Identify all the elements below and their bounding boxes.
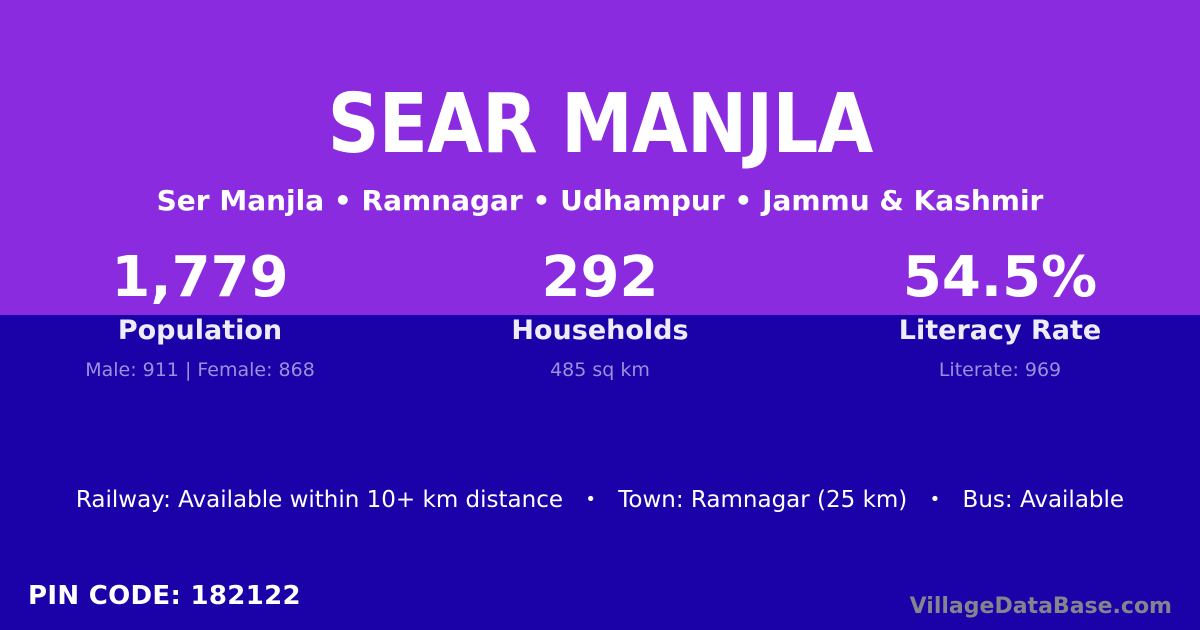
pin-code: PIN CODE: 182122	[28, 581, 301, 611]
hero-purple-band	[0, 0, 1200, 315]
bus-availability: Bus: Available	[962, 487, 1125, 513]
stat-literacy: 54.5% Literacy Rate Literate: 969	[800, 245, 1200, 382]
stats-row: 1,779 Population Male: 911 | Female: 868…	[0, 245, 1200, 382]
population-label: Population	[117, 315, 283, 346]
bullet-separator: •	[929, 489, 941, 510]
location-breadcrumb: Ser Manjla • Ramnagar • Udhampur • Jammu…	[156, 184, 1044, 217]
stat-households: 292 Households 485 sq km	[400, 245, 800, 382]
households-detail: 485 sq km	[550, 359, 650, 381]
nearest-town: Town: Ramnagar (25 km)	[618, 487, 908, 513]
population-detail: Male: 911 | Female: 868	[85, 359, 315, 381]
literacy-label: Literacy Rate	[898, 315, 1102, 346]
railway-availability: Railway: Available within 10+ km distanc…	[75, 487, 564, 513]
literacy-detail: Literate: 969	[938, 359, 1062, 381]
stat-population: 1,779 Population Male: 911 | Female: 868	[0, 245, 400, 382]
village-title: SEAR MANJLA	[327, 77, 874, 172]
population-value: 1,779	[111, 245, 289, 310]
households-value: 292	[541, 245, 659, 310]
households-label: Households	[511, 315, 689, 346]
amenities-line: Railway: Available within 10+ km distanc…	[0, 487, 1200, 513]
literacy-value: 54.5%	[902, 245, 1098, 310]
bullet-separator: •	[585, 489, 596, 510]
site-watermark: VillageDataBase.com	[909, 594, 1172, 619]
